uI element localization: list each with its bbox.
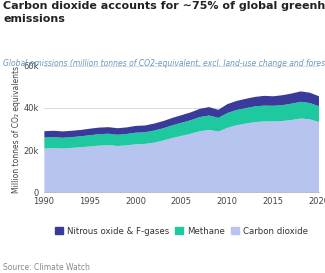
Legend: Nitrous oxide & F-gases, Methane, Carbon dioxide: Nitrous oxide & F-gases, Methane, Carbon… xyxy=(51,223,311,239)
Text: Carbon dioxide accounts for ∼75% of global greenhouse gas
emissions: Carbon dioxide accounts for ∼75% of glob… xyxy=(3,1,325,24)
Text: Global emissions (million tonnes of CO2-equivalent, excl. land-use change and fo: Global emissions (million tonnes of CO2-… xyxy=(3,59,325,68)
Text: Source: Climate Watch: Source: Climate Watch xyxy=(3,263,90,272)
Y-axis label: Million tonnes of CO₂ equivalents: Million tonnes of CO₂ equivalents xyxy=(12,66,21,192)
